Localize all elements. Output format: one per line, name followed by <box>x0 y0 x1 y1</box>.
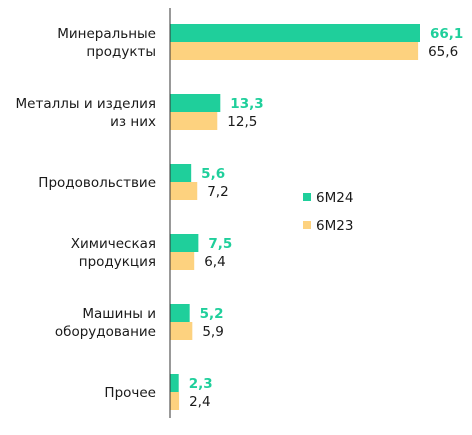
value-label-6М24-0: 66,1 <box>430 26 463 42</box>
category-label-3-0: Химическая <box>71 236 156 252</box>
value-label-6М24-4: 5,2 <box>200 306 224 322</box>
bar-6М23-4 <box>170 322 193 340</box>
category-label-0-0: Минеральные <box>57 26 156 42</box>
bar-6М23-2 <box>170 182 198 200</box>
category-label-3-1: продукция <box>79 254 156 270</box>
category-label-1-1: из них <box>110 114 156 130</box>
legend-swatch-6М23 <box>303 221 311 229</box>
value-labels: 66,1 65,6 13,3 12,5 5,6 7,2 7,5 6,4 5,2 5,9 2,3 2,4 <box>189 26 464 410</box>
category-label-0-1: продукты <box>86 44 156 60</box>
category-label-4-1: оборудование <box>55 324 156 340</box>
value-label-6М24-1: 13,3 <box>230 96 263 112</box>
value-label-6М24-5: 2,3 <box>189 376 213 392</box>
bar-6М24-1 <box>170 94 221 112</box>
legend-swatch-6М24 <box>303 193 311 201</box>
value-label-6М23-0: 65,6 <box>428 44 458 60</box>
legend-label-6М24: 6М24 <box>316 190 353 206</box>
category-labels: Минеральные продукты Металлы и изделия из н… <box>16 26 156 401</box>
value-label-6М23-5: 2,4 <box>189 394 210 410</box>
bar-6М23-0 <box>170 42 419 60</box>
bar-6М23-5 <box>170 392 180 410</box>
value-label-6М23-1: 12,5 <box>227 114 257 130</box>
value-label-6М24-3: 7,5 <box>208 236 232 252</box>
bar-6М24-3 <box>170 234 199 252</box>
value-label-6М23-2: 7,2 <box>207 184 228 200</box>
bar-6М23-1 <box>170 112 218 130</box>
legend-label-6М23: 6М23 <box>316 218 353 234</box>
bars <box>170 24 420 410</box>
category-label-2-0: Продовольствие <box>38 175 156 191</box>
category-label-5-0: Прочее <box>104 385 156 401</box>
value-label-6М23-4: 5,9 <box>202 324 223 340</box>
value-label-6М23-3: 6,4 <box>204 254 225 270</box>
legend: 6М24 6М23 <box>303 190 353 234</box>
bar-6М23-3 <box>170 252 195 270</box>
bar-6М24-4 <box>170 304 190 322</box>
bar-6М24-5 <box>170 374 179 392</box>
value-label-6М24-2: 5,6 <box>201 166 225 182</box>
bar-6М24-0 <box>170 24 420 42</box>
category-label-1-0: Металлы и изделия <box>16 96 156 112</box>
category-label-4-0: Машины и <box>82 306 156 322</box>
bar-6М24-2 <box>170 164 192 182</box>
